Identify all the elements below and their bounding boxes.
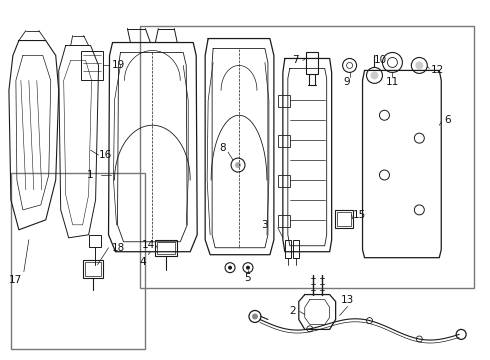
Text: 9: 9 (343, 77, 350, 87)
Bar (285, 240, 291, 258)
Bar (11, 173, 145, 348)
Text: 15: 15 (353, 210, 366, 220)
Text: 1: 1 (87, 170, 94, 180)
Text: 16: 16 (99, 150, 112, 160)
Text: 2: 2 (290, 306, 296, 316)
Bar (337, 212, 350, 226)
Bar (278, 215, 290, 227)
Bar (140, 26, 474, 288)
Bar (293, 240, 299, 258)
Bar (83, 260, 102, 278)
Bar (85, 262, 100, 276)
Text: 8: 8 (219, 143, 225, 153)
Text: 5: 5 (245, 273, 251, 283)
Circle shape (370, 71, 378, 80)
Text: 10: 10 (374, 55, 387, 66)
Bar (335, 210, 353, 228)
Bar (89, 235, 100, 247)
Text: 4: 4 (139, 257, 146, 267)
Bar (278, 135, 290, 147)
Text: 3: 3 (262, 220, 268, 230)
Text: 7: 7 (293, 55, 299, 66)
Text: 19: 19 (112, 60, 125, 71)
Text: 18: 18 (112, 243, 125, 253)
Circle shape (252, 314, 258, 319)
Bar (278, 175, 290, 187)
Text: 11: 11 (386, 77, 399, 87)
Text: 13: 13 (341, 294, 354, 305)
Bar (157, 242, 175, 254)
Bar (155, 240, 177, 256)
Bar (278, 95, 290, 107)
Bar (306, 53, 318, 75)
Circle shape (246, 266, 250, 270)
Circle shape (228, 266, 232, 270)
Bar (81, 50, 102, 80)
Text: 14: 14 (142, 240, 155, 250)
Text: 6: 6 (444, 115, 450, 125)
Circle shape (416, 62, 423, 69)
Circle shape (235, 162, 241, 168)
Text: 17: 17 (9, 275, 23, 285)
Text: 12: 12 (431, 66, 444, 76)
